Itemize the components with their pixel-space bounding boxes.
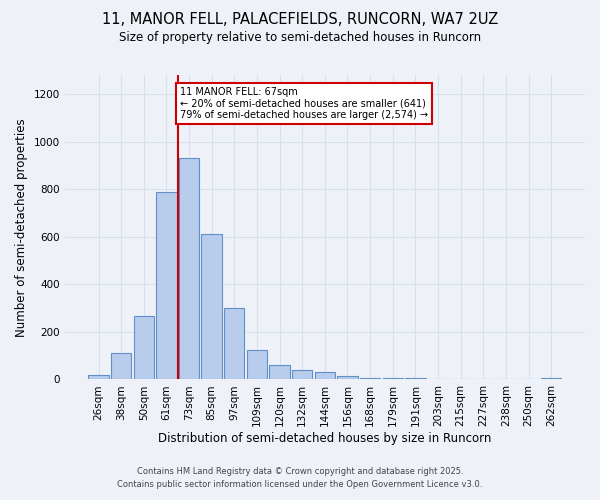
Bar xyxy=(134,316,154,380)
Bar xyxy=(451,378,471,380)
Bar xyxy=(337,376,358,380)
Bar xyxy=(224,308,244,380)
Text: 11 MANOR FELL: 67sqm
← 20% of semi-detached houses are smaller (641)
79% of semi: 11 MANOR FELL: 67sqm ← 20% of semi-detac… xyxy=(180,87,428,120)
X-axis label: Distribution of semi-detached houses by size in Runcorn: Distribution of semi-detached houses by … xyxy=(158,432,491,445)
Bar xyxy=(383,378,403,380)
Text: 11, MANOR FELL, PALACEFIELDS, RUNCORN, WA7 2UZ: 11, MANOR FELL, PALACEFIELDS, RUNCORN, W… xyxy=(102,12,498,28)
Bar xyxy=(111,354,131,380)
Text: Size of property relative to semi-detached houses in Runcorn: Size of property relative to semi-detach… xyxy=(119,31,481,44)
Bar xyxy=(314,372,335,380)
Bar xyxy=(247,350,267,380)
Bar xyxy=(541,378,562,380)
Bar xyxy=(405,378,425,380)
Y-axis label: Number of semi-detached properties: Number of semi-detached properties xyxy=(15,118,28,336)
Bar xyxy=(360,378,380,380)
Bar xyxy=(156,192,176,380)
Bar xyxy=(88,374,109,380)
Text: Contains HM Land Registry data © Crown copyright and database right 2025.
Contai: Contains HM Land Registry data © Crown c… xyxy=(118,468,482,489)
Bar xyxy=(428,378,448,380)
Bar xyxy=(292,370,313,380)
Bar xyxy=(202,234,222,380)
Bar xyxy=(269,365,290,380)
Bar xyxy=(179,158,199,380)
